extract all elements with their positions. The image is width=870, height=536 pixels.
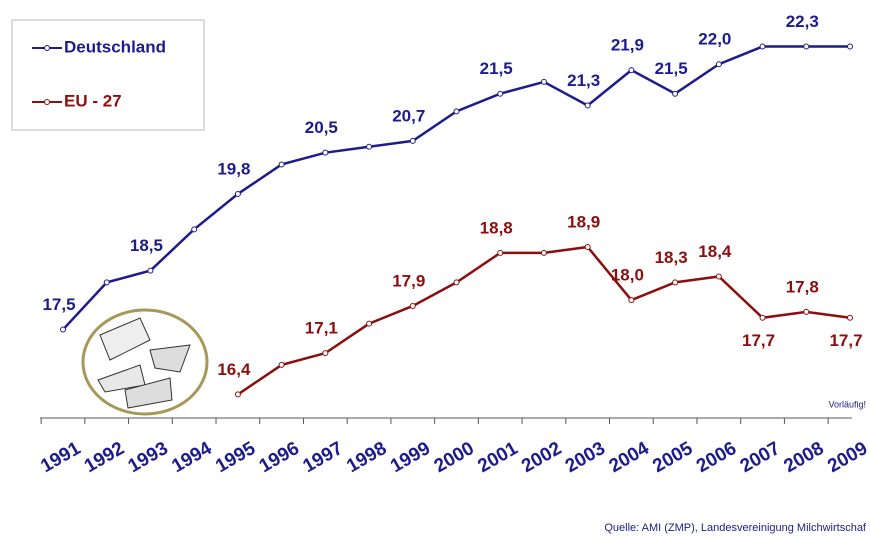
x-tick-label: 2009 — [824, 438, 870, 477]
point — [453, 279, 460, 286]
value-label: 17,7 — [742, 331, 775, 350]
point — [759, 43, 766, 50]
point — [803, 43, 810, 50]
point — [497, 249, 504, 256]
point — [322, 149, 329, 156]
point — [584, 102, 591, 109]
x-tick-label: 1991 — [37, 438, 84, 478]
legend-label: EU - 27 — [64, 91, 122, 110]
value-label: 22,0 — [698, 30, 731, 49]
point — [672, 90, 679, 97]
x-tick-label: 1992 — [81, 438, 128, 477]
value-label: 21,5 — [480, 59, 513, 78]
x-tick-label: 1999 — [387, 438, 434, 477]
value-label: 21,3 — [567, 71, 600, 90]
point — [278, 161, 285, 168]
point — [715, 61, 722, 68]
point — [191, 226, 198, 233]
x-tick-label: 1995 — [212, 438, 259, 478]
legend-box — [11, 19, 205, 131]
x-tick-label: 2008 — [780, 438, 827, 477]
value-label: 18,8 — [480, 218, 513, 237]
point — [366, 320, 373, 327]
value-label: 18,3 — [655, 248, 688, 267]
point — [759, 314, 766, 321]
point — [147, 267, 154, 274]
value-label: 19,8 — [217, 159, 250, 178]
legend-marker — [44, 99, 50, 105]
x-tick-label: 2002 — [518, 438, 565, 477]
x-tick-label: 2000 — [431, 438, 478, 477]
value-label: 17,1 — [305, 319, 338, 338]
cheese-illustration — [81, 308, 209, 416]
point — [672, 279, 679, 286]
x-tick-label: 2007 — [737, 438, 784, 477]
point — [453, 108, 460, 115]
x-tick-label: 2003 — [562, 438, 609, 477]
value-label: 17,5 — [42, 295, 75, 314]
point — [628, 297, 635, 304]
x-tick-label: 1998 — [343, 438, 390, 477]
point — [584, 244, 591, 251]
value-label: 16,4 — [217, 360, 251, 379]
value-label: 18,5 — [130, 236, 163, 255]
x-tick-label: 2004 — [606, 438, 653, 478]
x-tick-label: 2005 — [649, 438, 696, 478]
x-tick-label: 1996 — [256, 438, 303, 477]
value-label: 22,3 — [786, 12, 819, 31]
point — [803, 308, 810, 315]
point — [409, 137, 416, 144]
x-tick-label: 1994 — [168, 438, 215, 478]
value-label: 17,7 — [829, 331, 862, 350]
x-tick-label: 2001 — [474, 438, 521, 478]
point — [540, 78, 547, 85]
source: Quelle: AMI (ZMP), Landesvereinigung Mil… — [604, 522, 867, 534]
value-label: 18,4 — [698, 242, 732, 261]
point — [278, 361, 285, 368]
point — [60, 326, 66, 333]
legend-label: Deutschland — [64, 37, 166, 56]
value-label: 17,8 — [786, 277, 819, 296]
value-label: 17,9 — [392, 271, 425, 290]
point — [322, 350, 329, 357]
point — [103, 279, 110, 286]
point — [366, 143, 373, 150]
point — [234, 391, 241, 398]
x-tick-label: 1997 — [300, 438, 347, 477]
point — [540, 249, 547, 256]
x-tick-label: 1993 — [125, 438, 172, 477]
value-label: 20,5 — [305, 118, 338, 137]
point — [234, 190, 241, 197]
point — [847, 314, 853, 321]
value-label: 18,9 — [567, 212, 600, 231]
point — [847, 43, 853, 50]
point — [409, 302, 416, 309]
point — [628, 67, 635, 74]
legend-marker — [44, 45, 50, 51]
note: Vorläufig! — [828, 399, 866, 409]
point — [715, 273, 722, 280]
value-label: 18,0 — [611, 266, 644, 285]
x-tick-label: 2006 — [693, 438, 740, 477]
value-label: 21,5 — [655, 59, 688, 78]
point — [497, 90, 504, 97]
value-label: 20,7 — [392, 106, 425, 125]
value-label: 21,9 — [611, 36, 644, 55]
